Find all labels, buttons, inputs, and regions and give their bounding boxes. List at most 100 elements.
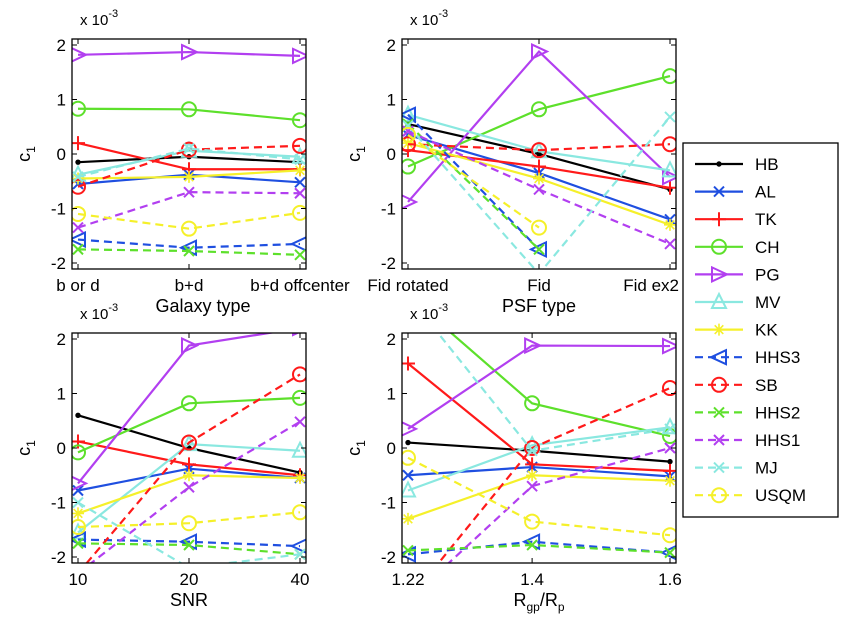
marker-pg — [181, 43, 200, 61]
series-usqm — [72, 504, 306, 536]
marker-al — [294, 176, 306, 189]
marker-pg — [72, 475, 89, 492]
series-hhs2 — [402, 118, 545, 256]
y-tick-label: -1 — [381, 494, 396, 513]
plot-area — [402, 42, 676, 269]
marker-usqm — [181, 515, 197, 532]
marker-ch — [181, 101, 197, 118]
series-line-mj — [77, 147, 301, 178]
plot-area — [72, 333, 306, 563]
y-tick-label: 2 — [57, 330, 66, 349]
marker-hhs2 — [402, 544, 414, 557]
marker-pg — [524, 336, 543, 355]
marker-tk — [402, 356, 415, 371]
y-tick-label: -2 — [381, 548, 396, 567]
series-mj — [72, 496, 306, 563]
series-usqm — [402, 449, 676, 544]
x-tick-label: b or d — [56, 276, 99, 295]
marker-hhs3 — [289, 538, 306, 554]
marker-hhs1 — [664, 442, 676, 454]
series-tk — [402, 356, 676, 478]
series-kk — [402, 469, 676, 525]
marker-usqm — [72, 519, 86, 536]
marker-mj — [526, 445, 538, 457]
marker-mj — [664, 111, 676, 123]
marker-ch — [292, 389, 306, 406]
legend-marker — [711, 487, 727, 504]
marker-usqm — [402, 449, 416, 466]
x-tick-label: Fid — [527, 276, 551, 295]
marker-sb — [531, 142, 547, 159]
marker-mj — [294, 548, 306, 560]
x-tick-label: 1.4 — [520, 570, 544, 589]
legend-marker — [711, 238, 727, 255]
marker-kk — [72, 507, 84, 520]
x-tick-label: 40 — [291, 570, 310, 589]
marker-kk — [294, 471, 306, 484]
series-line-pg — [77, 50, 301, 57]
marker-hhs2 — [183, 245, 195, 257]
x-tick-label: Fid rotated — [367, 276, 448, 295]
marker-pg — [292, 47, 306, 65]
legend-label: SB — [755, 376, 778, 395]
chart-panel-bottom-right: -2 -1 0 1 2 1.22 1.4 1.6 x 10-3 c1 Rgp/Rp — [344, 302, 682, 614]
marker-sb — [292, 137, 306, 154]
legend-label: MV — [755, 293, 781, 312]
marker-mv — [402, 480, 417, 498]
legend-label: MJ — [755, 459, 778, 478]
legend-label: HHS1 — [755, 431, 800, 450]
x-axis-label: PSF type — [502, 296, 576, 316]
marker-ch — [402, 158, 416, 175]
marker-al — [72, 484, 84, 497]
marker-kk — [533, 172, 545, 185]
legend-marker — [713, 434, 725, 446]
marker-hhs3 — [402, 106, 416, 124]
marker-usqm — [662, 527, 676, 544]
series-line-pg — [407, 344, 671, 430]
marker-sb — [72, 178, 86, 195]
series-hhs2 — [402, 539, 676, 559]
y-axis-label: c1 — [14, 146, 38, 162]
marker-ch — [181, 395, 197, 412]
marker-mv — [661, 417, 676, 435]
legend-label: KK — [755, 321, 778, 340]
marker-hhs2 — [664, 546, 676, 559]
marker-kk — [72, 172, 84, 185]
marker-tk — [663, 180, 676, 195]
marker-hhs1 — [526, 480, 538, 492]
y-tick-label: 0 — [57, 439, 66, 458]
series-line-ch — [407, 74, 671, 168]
series-hhs1 — [72, 186, 306, 234]
series-ch — [402, 68, 676, 175]
marker-mv — [72, 522, 87, 540]
legend-item-mv: MV — [695, 291, 781, 312]
y-axis-label: c1 — [14, 440, 38, 456]
axis-scale-label: x 10-3 — [410, 302, 448, 323]
legend-label: TK — [755, 210, 777, 229]
marker-tk — [525, 457, 540, 472]
y-tick-label: 2 — [57, 36, 66, 55]
y-tick-label: 2 — [387, 330, 396, 349]
marker-pg — [402, 194, 419, 210]
legend-marker — [712, 212, 726, 227]
marker-sb — [181, 434, 197, 451]
legend-label: HHS2 — [755, 403, 800, 422]
marker-pg — [402, 421, 419, 437]
marker-kk — [183, 170, 195, 183]
marker-hb — [405, 439, 411, 446]
x-tick-label: Fid ex2 — [623, 276, 679, 295]
y-tick-label: -1 — [51, 200, 66, 219]
marker-usqm — [181, 220, 197, 237]
marker-mj — [664, 423, 676, 435]
legend-item-sb: SB — [695, 376, 778, 395]
marker-sb — [524, 440, 541, 456]
marker-al — [402, 469, 414, 481]
series-line-hhs1 — [89, 420, 301, 563]
plot-area — [72, 43, 306, 261]
legend-marker — [713, 185, 725, 198]
marker-hhs2 — [72, 537, 84, 550]
marker-tk — [72, 136, 85, 151]
marker-hhs3 — [659, 545, 676, 561]
legend-item-tk: TK — [695, 210, 777, 229]
marker-hhs1 — [183, 186, 195, 198]
